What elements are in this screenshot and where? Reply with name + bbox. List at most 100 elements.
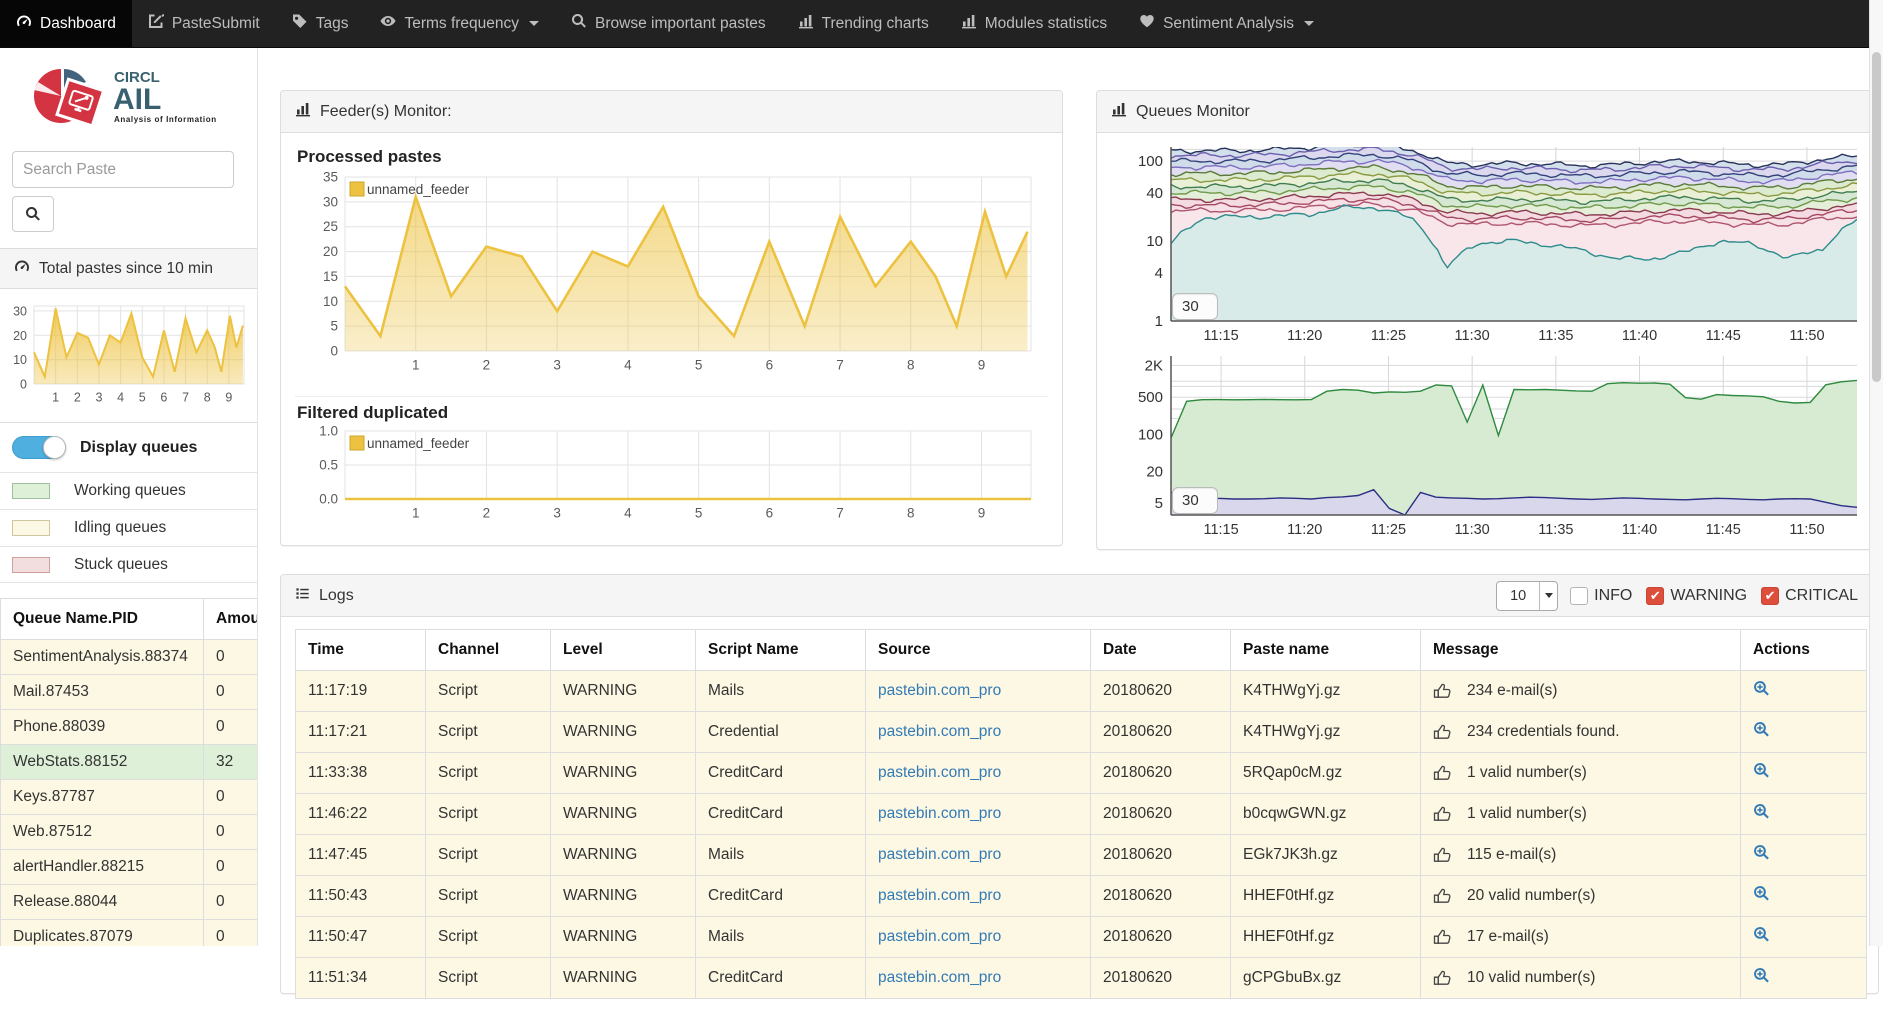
svg-text:100: 100 [1138,153,1163,170]
zoom-action-icon[interactable] [1753,885,1770,902]
nav-item-trending-charts[interactable]: Trending charts [782,0,945,47]
nav-item-modules-statistics[interactable]: Modules statistics [945,0,1123,47]
roll-period-input[interactable]: 30 [1172,293,1218,320]
queue-row-Mail.87453[interactable]: Mail.874530 [1,675,259,710]
queue-amount: 0 [204,850,259,885]
thumbs-up-icon [1433,969,1451,987]
svg-text:AIL: AIL [113,83,161,116]
zoom-action-icon[interactable] [1753,926,1770,943]
log-source-link[interactable]: pastebin.com_pro [878,928,1001,945]
svg-text:20: 20 [13,329,27,343]
filter-info[interactable]: INFO [1570,587,1632,605]
svg-text:6: 6 [766,358,774,373]
search-paste-input[interactable] [12,151,234,188]
scrollbar-thumb[interactable] [1872,52,1881,382]
search-button[interactable] [12,196,54,232]
thumbs-up-icon [1433,846,1451,864]
zoom-action-icon[interactable] [1753,680,1770,697]
zoom-action-icon[interactable] [1753,803,1770,820]
legend-item-idling-queues: Idling queues [0,509,257,546]
log-source-link[interactable]: pastebin.com_pro [878,969,1001,986]
queue-amount: 0 [204,920,259,947]
log-time: 11:33:38 [296,753,426,794]
nav-item-label: Sentiment Analysis [1163,15,1294,33]
thumbs-up-icon [1433,764,1451,782]
page-size-select[interactable]: 10 [1496,581,1558,611]
nav-item-terms-frequency[interactable]: Terms frequency [364,0,555,47]
zoom-action-icon[interactable] [1753,967,1770,984]
nav-item-pastesubmit[interactable]: PasteSubmit [132,0,276,47]
display-queues-toggle[interactable] [12,436,66,459]
svg-text:3: 3 [553,358,561,373]
queue-table: Queue Name.PID Amount SentimentAnalysis.… [0,598,258,946]
filter-critical[interactable]: ✔ CRITICAL [1761,587,1858,605]
svg-text:30: 30 [13,304,27,318]
edit-icon [148,13,164,34]
queues-panel-title: Queues Monitor [1136,103,1250,121]
thumbs-up-icon [1433,887,1451,905]
nav-item-browse-important-pastes[interactable]: Browse important pastes [555,0,782,47]
queue-row-WebStats.88152[interactable]: WebStats.8815232 [1,745,259,780]
svg-text:35: 35 [323,170,338,185]
legend-item-working-queues: Working queues [0,472,257,509]
filter-warning[interactable]: ✔WARNING [1646,587,1747,605]
nav-item-sentiment-analysis[interactable]: Sentiment Analysis [1123,0,1330,47]
log-date: 20180620 [1091,753,1231,794]
zoom-action-icon[interactable] [1753,762,1770,779]
log-message: 20 valid number(s) [1467,887,1595,905]
scrollbar[interactable] [1869,0,1883,946]
log-time: 11:46:22 [296,794,426,835]
svg-text:11:20: 11:20 [1287,522,1322,538]
queue-row-Keys.87787[interactable]: Keys.877870 [1,780,259,815]
zoom-action-icon[interactable] [1753,721,1770,738]
log-level: WARNING [551,876,696,917]
svg-text:11:50: 11:50 [1789,522,1824,538]
svg-text:2: 2 [483,358,491,373]
filter-label: CRITICAL [1785,587,1858,605]
log-source-link[interactable]: pastebin.com_pro [878,887,1001,904]
bar-chart-icon [798,13,814,34]
log-source-link[interactable]: pastebin.com_pro [878,682,1001,699]
svg-text:500: 500 [1138,389,1163,406]
nav-item-tags[interactable]: Tags [276,0,365,47]
svg-text:5: 5 [1155,495,1163,512]
log-source-link[interactable]: pastebin.com_pro [878,723,1001,740]
logs-header-level: Level [551,630,696,671]
svg-text:Analysis of Information Leaks: Analysis of Information Leaks [114,115,218,124]
log-level: WARNING [551,835,696,876]
log-row: 11:47:45ScriptWARNINGMailspastebin.com_p… [296,835,1867,876]
log-script: CreditCard [696,794,866,835]
queue-row-Duplicates.87079[interactable]: Duplicates.870790 [1,920,259,947]
log-source-link[interactable]: pastebin.com_pro [878,764,1001,781]
legend-label: Working queues [74,482,186,500]
queue-name: Phone.88039 [1,710,204,745]
queue-row-Phone.88039[interactable]: Phone.880390 [1,710,259,745]
svg-text:10: 10 [13,353,27,367]
queue-row-Web.87512[interactable]: Web.875120 [1,815,259,850]
queue-row-SentimentAnalysis.88374[interactable]: SentimentAnalysis.883740 [1,640,259,675]
checkbox-warning[interactable]: ✔ [1646,587,1664,605]
svg-text:11:50: 11:50 [1789,328,1824,344]
log-time: 11:17:21 [296,712,426,753]
feeder-monitor-panel: Feeder(s) Monitor: Processed pastes 0510… [280,90,1063,546]
log-source-link[interactable]: pastebin.com_pro [878,846,1001,863]
nav-item-dashboard[interactable]: Dashboard [0,0,132,47]
svg-text:8: 8 [907,358,915,373]
tachometer-icon [14,258,30,279]
svg-text:9: 9 [978,506,986,521]
queue-amount: 0 [204,780,259,815]
zoom-action-icon[interactable] [1753,844,1770,861]
log-channel: Script [426,671,551,712]
logs-header-script-name: Script Name [696,630,866,671]
queue-row-alertHandler.88215[interactable]: alertHandler.882150 [1,850,259,885]
checkbox-info[interactable] [1570,587,1588,605]
queue-row-Release.88044[interactable]: Release.880440 [1,885,259,920]
checkbox-critical[interactable]: ✔ [1761,587,1779,605]
chevron-down-icon [1304,21,1314,26]
svg-text:7: 7 [182,391,189,405]
svg-text:7: 7 [836,506,844,521]
roll-period-input[interactable]: 30 [1172,487,1218,514]
log-source-link[interactable]: pastebin.com_pro [878,805,1001,822]
svg-text:4: 4 [1155,265,1163,282]
svg-text:10: 10 [1146,233,1163,250]
